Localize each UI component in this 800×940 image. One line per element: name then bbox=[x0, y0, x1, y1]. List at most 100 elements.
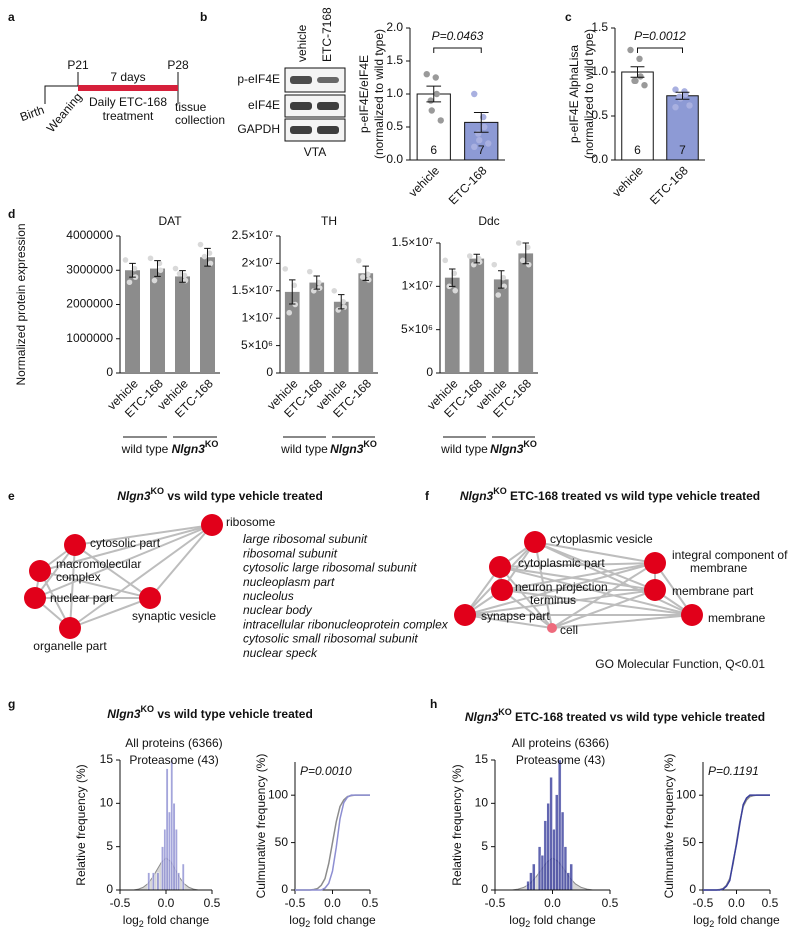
histogram-bar bbox=[151, 872, 155, 891]
data-point bbox=[147, 255, 154, 262]
node-label: cell bbox=[560, 623, 578, 637]
x-axis-label-part: log bbox=[693, 913, 709, 927]
x-axis-label: log2 fold change bbox=[289, 913, 376, 929]
network-node bbox=[59, 617, 81, 639]
histogram-bar bbox=[569, 863, 573, 891]
y-axis-label: Culmunative frequency (%) bbox=[662, 754, 676, 899]
histogram-bar bbox=[147, 872, 151, 891]
go-term: ribosomal subunit bbox=[243, 546, 338, 560]
y-tick-label: 2000000 bbox=[66, 297, 113, 311]
data-point bbox=[316, 285, 323, 291]
data-point bbox=[515, 240, 522, 246]
x-tick-label: 0.0 bbox=[158, 896, 175, 910]
network-edge bbox=[551, 562, 656, 629]
data-point bbox=[122, 257, 129, 263]
data-point bbox=[156, 260, 163, 267]
histogram-bar bbox=[529, 872, 533, 891]
network-edge bbox=[499, 566, 553, 629]
chart-title: Nlgn3KO vs wild type vehicle treated bbox=[107, 704, 313, 721]
data-point bbox=[491, 261, 498, 268]
panel-label: d bbox=[8, 207, 15, 221]
histogram-bar bbox=[163, 829, 167, 891]
y-axis-label: p-eIF4E AlphaLisa bbox=[567, 45, 581, 143]
data-point bbox=[181, 272, 188, 279]
significance-bracket bbox=[433, 47, 482, 53]
node-label: cytoplasmic part bbox=[518, 556, 605, 570]
p-value: P=0.0010 bbox=[300, 764, 352, 778]
error-bar bbox=[338, 294, 345, 310]
network-title-part: Nlgn3 bbox=[117, 489, 151, 503]
y-axis-label: p-eIF4E/eIF4E bbox=[357, 55, 371, 133]
bar bbox=[518, 253, 534, 373]
network-edge bbox=[69, 524, 213, 629]
go-term: large ribosomal subunit bbox=[243, 532, 368, 546]
bar bbox=[493, 279, 509, 373]
network-edge bbox=[464, 589, 656, 616]
node-label: membrane part bbox=[672, 584, 754, 598]
network-node bbox=[644, 552, 666, 574]
histogram-bar bbox=[546, 803, 550, 891]
group-label-part: Nlgn3 bbox=[330, 442, 364, 456]
y-axis-label: Relative frequency (%) bbox=[450, 764, 464, 885]
network-edge bbox=[74, 524, 213, 546]
network-title-part: KO bbox=[493, 486, 507, 496]
data-point bbox=[157, 267, 164, 274]
n-label: 6 bbox=[634, 143, 641, 157]
data-point bbox=[286, 309, 293, 316]
y-tick-label: 1000000 bbox=[66, 331, 113, 345]
x-tick-label: -0.5 bbox=[693, 896, 714, 910]
y-tick-label: 0.5 bbox=[591, 108, 608, 122]
y-tick-label: 0 bbox=[689, 882, 696, 896]
y-axis-label: Normalized protein expression bbox=[14, 223, 28, 385]
network-node bbox=[29, 560, 51, 582]
y-tick-label: 0 bbox=[426, 365, 433, 379]
histogram-bar bbox=[566, 872, 570, 891]
data-point bbox=[636, 55, 643, 62]
error-bar bbox=[473, 253, 480, 264]
y-axis-label: Culmunative frequency (%) bbox=[254, 754, 268, 899]
error-bar bbox=[204, 247, 211, 267]
network-title-part: vs wild type vehicle treated bbox=[164, 489, 323, 503]
network-edge bbox=[39, 524, 213, 572]
network-title-part: Nlgn3 bbox=[460, 489, 494, 503]
network-node bbox=[139, 587, 161, 609]
x-axis-label-part: fold change bbox=[714, 913, 780, 927]
data-point bbox=[481, 123, 488, 131]
data-point bbox=[641, 82, 648, 89]
error-bar bbox=[630, 66, 645, 78]
histogram-bar bbox=[563, 846, 568, 891]
chart-title-part: KO bbox=[141, 704, 155, 714]
y-tick-label: 1.0 bbox=[591, 64, 608, 78]
data-point bbox=[126, 279, 133, 286]
data-point bbox=[423, 71, 430, 78]
legend-label: Proteasome (43) bbox=[516, 753, 605, 767]
network-edge bbox=[69, 544, 76, 629]
data-point bbox=[627, 46, 634, 54]
y-tick-label: 5×10⁶ bbox=[401, 322, 433, 336]
network-edge bbox=[499, 566, 656, 591]
y-tick-label: 2.0 bbox=[386, 20, 403, 34]
error-bar bbox=[675, 91, 690, 100]
histogram-bar bbox=[537, 846, 542, 891]
network-node bbox=[644, 579, 666, 601]
y-tick-label: 1.5 bbox=[591, 20, 608, 34]
chart-title: Nlgn3KO ETC-168 treated vs wild type veh… bbox=[465, 707, 765, 724]
network-edge bbox=[534, 541, 553, 629]
node-label: terminus bbox=[530, 593, 576, 607]
bar bbox=[333, 301, 349, 373]
blot-row-label: eIF4E bbox=[248, 98, 280, 112]
chart-title-part: vs wild type vehicle treated bbox=[154, 707, 313, 721]
network-node bbox=[491, 579, 513, 601]
blot-band bbox=[317, 102, 339, 110]
data-point bbox=[524, 244, 531, 251]
histogram-bar bbox=[532, 863, 536, 891]
y-tick-label: 0.0 bbox=[591, 152, 608, 166]
data-point bbox=[197, 241, 204, 248]
y-tick-label: 5 bbox=[481, 839, 488, 853]
x-tick-label: -0.5 bbox=[285, 896, 306, 910]
histogram-bar bbox=[543, 820, 547, 891]
group-label: Nlgn3KO bbox=[172, 439, 219, 456]
timeline-label: P21 bbox=[67, 58, 89, 72]
group-label-part: KO bbox=[205, 439, 219, 449]
bar bbox=[125, 270, 140, 373]
